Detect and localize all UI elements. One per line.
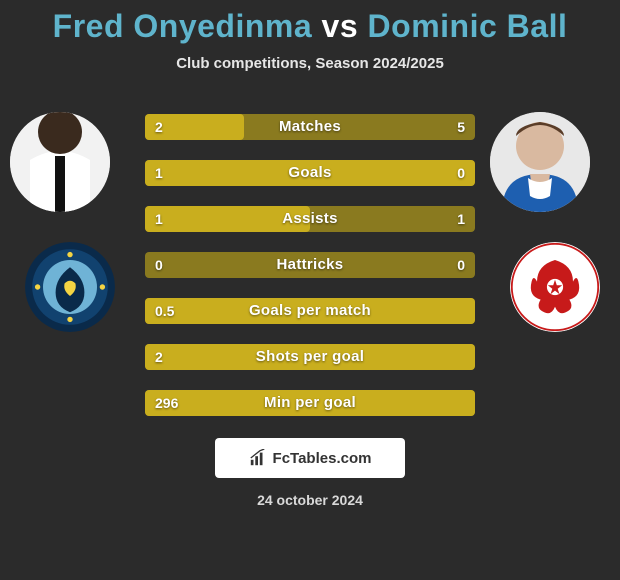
stat-value-left: 2	[155, 114, 163, 140]
stat-label: Matches	[145, 114, 475, 140]
crest-icon	[25, 242, 115, 332]
footer-brand-badge: FcTables.com	[215, 438, 405, 478]
stat-value-right: 5	[457, 114, 465, 140]
player2-club-crest	[510, 242, 600, 332]
stat-row: Matches2 5	[145, 110, 475, 144]
subtitle: Club competitions, Season 2024/2025	[0, 55, 620, 72]
page-title: Fred Onyedinma vs Dominic Ball	[0, 0, 620, 45]
player2-avatar	[490, 112, 590, 212]
chart-icon	[249, 449, 267, 467]
avatar-icon	[10, 112, 110, 212]
stat-label: Shots per goal	[145, 344, 475, 370]
stat-row: Goals1 0	[145, 156, 475, 190]
stat-label: Assists	[145, 206, 475, 232]
stat-value-left: 0	[155, 252, 163, 278]
stat-value-left: 296	[155, 390, 178, 416]
player1-club-crest	[25, 242, 115, 332]
footer-date: 24 october 2024	[0, 492, 620, 508]
stat-value-left: 2	[155, 344, 163, 370]
player2-name: Dominic Ball	[368, 8, 568, 44]
stat-row: Shots per goal2	[145, 340, 475, 374]
stat-value-left: 1	[155, 206, 163, 232]
stat-value-right: 0	[457, 160, 465, 186]
stat-label: Goals	[145, 160, 475, 186]
stat-row: Goals per match0.5	[145, 294, 475, 328]
comparison-area: Matches25Goals10Assists11Hattricks00Goal…	[0, 102, 620, 432]
brand-text: FcTables.com	[273, 450, 372, 467]
vs-text: vs	[322, 8, 359, 44]
stat-label: Min per goal	[145, 390, 475, 416]
stats-bars: Matches25Goals10Assists11Hattricks00Goal…	[145, 102, 475, 420]
stat-row: Hattricks0 0	[145, 248, 475, 282]
stat-value-left: 0.5	[155, 298, 174, 324]
avatar-icon	[490, 112, 590, 212]
stat-value-left: 1	[155, 160, 163, 186]
stat-row: Min per goal296	[145, 386, 475, 420]
stat-label: Hattricks	[145, 252, 475, 278]
stat-value-right: 0	[457, 252, 465, 278]
stat-label: Goals per match	[145, 298, 475, 324]
crest-icon	[510, 242, 600, 332]
stat-value-right: 1	[457, 206, 465, 232]
stat-row: Assists1 1	[145, 202, 475, 236]
player1-name: Fred Onyedinma	[53, 8, 313, 44]
player1-avatar	[10, 112, 110, 212]
